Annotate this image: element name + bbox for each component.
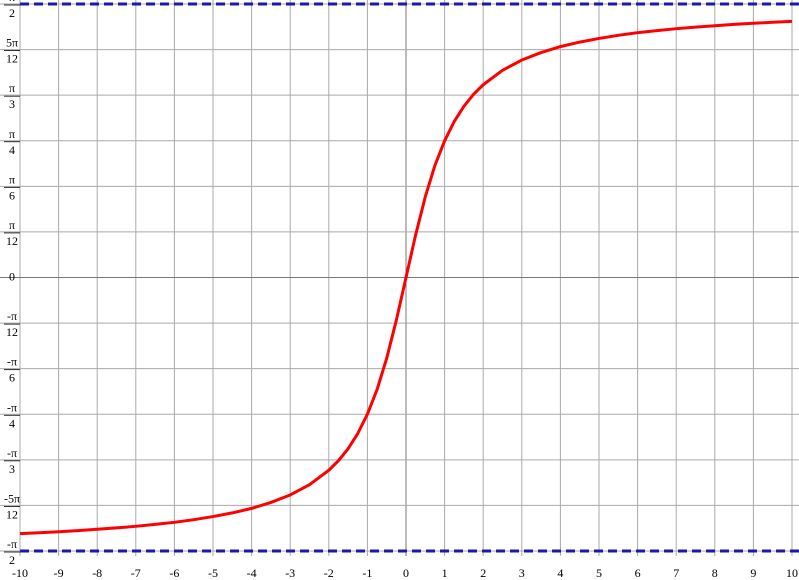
y-tick-label: π 12 xyxy=(6,218,18,248)
y-tick-label: 0 xyxy=(9,269,15,283)
curve xyxy=(19,19,793,536)
y-tick-label: -π 6 xyxy=(7,355,17,385)
x-tick-label: 4 xyxy=(557,566,563,580)
x-tick-label: -1 xyxy=(362,566,372,580)
x-tick-label: -6 xyxy=(169,566,179,580)
y-tick-label: -5π 12 xyxy=(4,491,20,521)
x-tick-label: 2 xyxy=(480,566,486,580)
x-tick-label: 6 xyxy=(635,566,641,580)
x-tick-label: -7 xyxy=(131,566,141,580)
x-tick-label: -5 xyxy=(208,566,218,580)
x-tick-label: 9 xyxy=(750,566,756,580)
y-tick-label: -π 2 xyxy=(7,537,17,567)
y-tick-label: -π 3 xyxy=(7,446,17,476)
y-tick-label: π2 xyxy=(9,0,15,20)
y-tick-label: -π 4 xyxy=(7,400,17,430)
x-tick-label: -4 xyxy=(247,566,257,580)
x-tick-label: 1 xyxy=(442,566,448,580)
x-tick-label: 3 xyxy=(519,566,525,580)
y-tick-label: 5π 12 xyxy=(6,36,18,66)
x-tick-label: -9 xyxy=(54,566,64,580)
x-tick-label: 10 xyxy=(786,566,798,580)
x-tick-label: 5 xyxy=(596,566,602,580)
x-tick-label: 7 xyxy=(673,566,679,580)
x-tick-label: -10 xyxy=(12,566,28,580)
x-tick-label: -2 xyxy=(324,566,334,580)
x-tick-label: -3 xyxy=(285,566,295,580)
x-tick-label: 8 xyxy=(712,566,718,580)
x-tick-label: 0 xyxy=(403,566,409,580)
y-tick-label: -π 12 xyxy=(6,309,18,339)
x-tick-label: -8 xyxy=(92,566,102,580)
